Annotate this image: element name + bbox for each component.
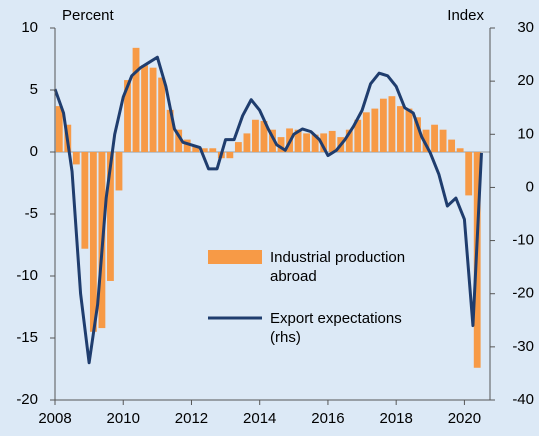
bar bbox=[345, 129, 353, 152]
bar bbox=[192, 145, 200, 152]
x-tick-label: 2010 bbox=[107, 410, 140, 427]
x-tick-label: 2008 bbox=[38, 410, 71, 427]
x-tick-label: 2014 bbox=[243, 410, 276, 427]
bar bbox=[362, 112, 370, 152]
y-tick-label: -10 bbox=[16, 267, 38, 284]
bar bbox=[107, 152, 114, 281]
y-tick-label: -5 bbox=[25, 205, 38, 222]
x-tick-label: 2016 bbox=[311, 410, 344, 427]
bar bbox=[252, 119, 259, 152]
bar bbox=[311, 134, 319, 152]
legend-label: Industrial production abroad bbox=[270, 249, 406, 285]
bar bbox=[226, 152, 234, 159]
legend-swatch bbox=[208, 250, 262, 264]
bar bbox=[456, 148, 464, 152]
bar bbox=[439, 129, 447, 152]
bar bbox=[269, 129, 276, 152]
bar bbox=[72, 152, 80, 165]
y2-axis-label: Index bbox=[447, 7, 484, 24]
legend-label: Export expectations (rhs) bbox=[270, 310, 402, 346]
bar bbox=[397, 106, 404, 152]
bar bbox=[371, 108, 379, 152]
bar bbox=[175, 129, 183, 152]
bar bbox=[414, 117, 421, 152]
bar bbox=[132, 47, 140, 153]
y2-tick-label: -40 bbox=[512, 391, 534, 408]
bar bbox=[379, 98, 387, 152]
bar bbox=[183, 139, 191, 152]
x-tick-label: 2018 bbox=[379, 410, 412, 427]
bar bbox=[234, 142, 242, 152]
y2-tick-label: 0 bbox=[526, 178, 534, 195]
y2-tick-label: -20 bbox=[512, 285, 534, 302]
bar bbox=[448, 139, 456, 152]
y-tick-label: -20 bbox=[16, 391, 38, 408]
bar bbox=[243, 133, 251, 152]
bar bbox=[277, 137, 285, 152]
bar bbox=[166, 109, 174, 152]
y-tick-label: 10 bbox=[21, 19, 38, 36]
bar bbox=[422, 129, 430, 152]
bar bbox=[200, 148, 208, 152]
y-axis-label: Percent bbox=[62, 7, 115, 24]
bar bbox=[158, 77, 166, 152]
y-tick-label: 5 bbox=[30, 81, 38, 98]
bar bbox=[405, 108, 413, 152]
y2-tick-label: 30 bbox=[517, 19, 534, 36]
bar bbox=[431, 124, 438, 152]
bar bbox=[354, 119, 362, 152]
bar bbox=[465, 152, 473, 196]
y2-tick-label: 10 bbox=[517, 125, 534, 142]
bar bbox=[209, 148, 217, 152]
bar bbox=[328, 130, 336, 152]
bar bbox=[320, 133, 328, 152]
y-tick-label: 0 bbox=[30, 143, 38, 160]
y2-tick-label: -10 bbox=[512, 232, 534, 249]
bar bbox=[141, 65, 148, 152]
bar bbox=[124, 80, 131, 152]
bar bbox=[294, 129, 302, 152]
bar bbox=[388, 96, 396, 152]
line bbox=[53, 55, 483, 365]
bar bbox=[89, 152, 97, 332]
y-tick-label: -15 bbox=[16, 329, 38, 346]
bar bbox=[260, 121, 268, 152]
bar bbox=[149, 67, 157, 152]
bar bbox=[115, 152, 123, 191]
bar bbox=[81, 152, 89, 249]
y2-tick-label: -30 bbox=[512, 338, 534, 355]
x-tick-label: 2020 bbox=[448, 410, 481, 427]
bar bbox=[55, 106, 63, 152]
x-tick-label: 2012 bbox=[175, 410, 208, 427]
y2-tick-label: 20 bbox=[517, 72, 534, 89]
bar bbox=[303, 133, 311, 152]
